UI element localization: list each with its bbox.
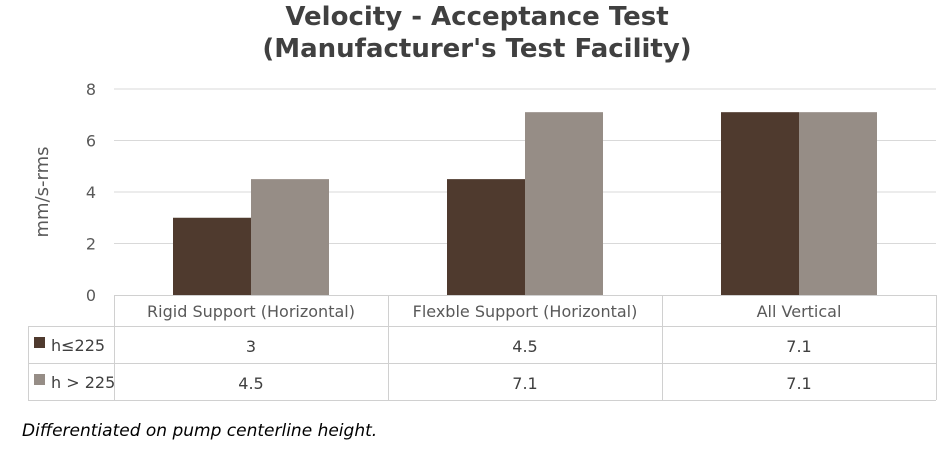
data-label: 7.1 [512,374,537,393]
x-category-label: Flexble Support (Horizontal) [413,302,638,321]
data-label: 4.5 [238,374,263,393]
legend-label: h > 225 [51,373,115,392]
x-category-label: Rigid Support (Horizontal) [147,302,355,321]
data-label: 3 [246,337,256,356]
data-label: 4.5 [512,337,537,356]
y-tick-label: 6 [86,132,96,151]
data-label: 7.1 [786,374,811,393]
bar-h-gt-225 [799,112,877,295]
y-tick-label: 2 [86,235,96,254]
legend-label: h≤225 [51,336,105,355]
legend-swatch [34,374,45,385]
chart-subtitle: (Manufacturer's Test Facility) [262,34,692,64]
legend-swatch [34,337,45,348]
bar-h-le-225 [721,112,799,295]
x-category-label: All Vertical [757,302,842,321]
footnote: Differentiated on pump centerline height… [22,421,378,441]
chart-title: Velocity - Acceptance Test [285,2,669,32]
bar-h-le-225 [173,217,251,295]
bar-h-gt-225 [525,112,603,295]
data-label: 7.1 [786,337,811,356]
bar-h-le-225 [447,179,525,295]
bar-h-gt-225 [251,179,329,295]
y-tick-label: 8 [86,80,96,99]
y-tick-label: 0 [86,286,96,305]
y-tick-label: 4 [86,183,96,202]
y-axis-label: mm/s-rms [32,146,53,237]
